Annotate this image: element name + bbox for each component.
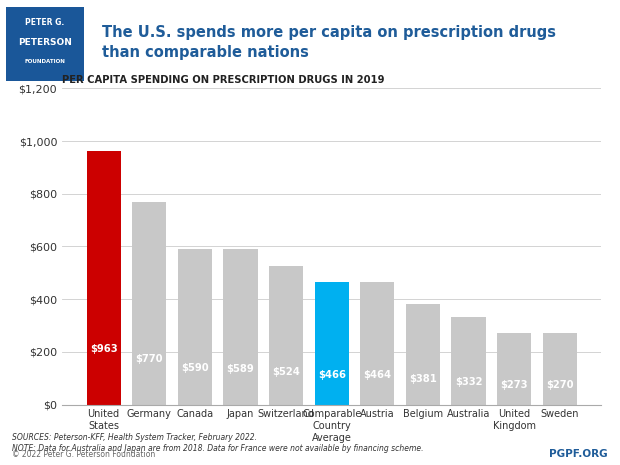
Text: The U.S. spends more per capita on prescription drugs
than comparable nations: The U.S. spends more per capita on presc… xyxy=(102,25,556,60)
FancyBboxPatch shape xyxy=(6,7,84,81)
Text: PETERSON: PETERSON xyxy=(18,38,71,47)
Bar xyxy=(178,249,212,405)
Bar xyxy=(132,202,166,405)
Text: © 2022 Peter G. Peterson Foundation: © 2022 Peter G. Peterson Foundation xyxy=(12,451,156,459)
Text: $270: $270 xyxy=(546,380,574,390)
Bar xyxy=(497,332,531,405)
Text: $524: $524 xyxy=(272,367,300,377)
Bar xyxy=(87,151,121,405)
Bar xyxy=(314,282,349,405)
Text: FOUNDATION: FOUNDATION xyxy=(24,60,65,64)
Text: $589: $589 xyxy=(226,364,254,373)
Bar xyxy=(360,282,394,405)
Bar xyxy=(269,266,303,405)
Text: $590: $590 xyxy=(181,364,209,373)
Text: PGPF.ORG: PGPF.ORG xyxy=(549,449,608,459)
Bar xyxy=(406,304,440,405)
Text: SOURCES: Peterson-KFF, Health System Tracker, February 2022.
NOTE: Data for Aust: SOURCES: Peterson-KFF, Health System Tra… xyxy=(12,433,424,453)
Bar xyxy=(451,317,485,405)
Text: PER CAPITA SPENDING ON PRESCRIPTION DRUGS IN 2019: PER CAPITA SPENDING ON PRESCRIPTION DRUG… xyxy=(62,74,384,85)
Bar xyxy=(542,333,577,405)
Text: PETER G.: PETER G. xyxy=(25,19,64,27)
Bar xyxy=(223,249,257,405)
Text: $770: $770 xyxy=(136,354,163,364)
Text: $963: $963 xyxy=(90,344,117,354)
Text: $464: $464 xyxy=(363,370,391,380)
Text: $273: $273 xyxy=(500,380,528,390)
Text: $466: $466 xyxy=(317,370,346,380)
Text: $332: $332 xyxy=(455,377,482,387)
Text: $381: $381 xyxy=(409,374,437,385)
